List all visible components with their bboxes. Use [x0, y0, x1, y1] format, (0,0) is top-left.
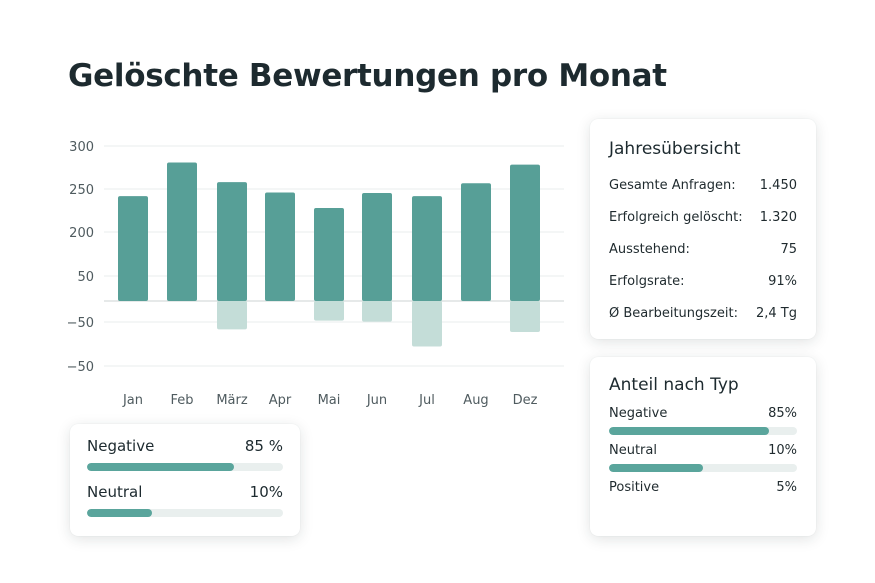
chart-bars [118, 162, 540, 347]
mini-value: 85 % [244, 437, 283, 455]
y-axis-labels: 300 250 200 50 −50 −50 [67, 140, 94, 375]
x-tick-label: Jan [122, 393, 143, 408]
mini-label: Negative [87, 437, 155, 455]
bar-positive [314, 208, 344, 301]
summary-card: Jahresübersicht Gesamte Anfragen: 1.450 … [590, 119, 816, 339]
bar-negative [362, 301, 392, 322]
y-tick-label: −50 [67, 360, 94, 375]
mini-label: Neutral [87, 483, 143, 501]
summary-title: Jahresübersicht [609, 139, 741, 159]
bar-negative [217, 301, 247, 330]
summary-label: Erfolgsrate: [609, 273, 685, 289]
summary-value: 75 [780, 241, 797, 257]
x-tick-label: Mai [318, 393, 341, 408]
share-item-negative: Negative 85% [609, 406, 797, 435]
bar-positive [167, 162, 197, 301]
summary-label: Erfolgreich gelöscht: [609, 209, 743, 225]
x-tick-label: Jul [418, 393, 435, 408]
progress-track [87, 509, 283, 517]
share-value: 10% [768, 443, 797, 458]
mini-item-neutral: Neutral 10% [87, 483, 283, 517]
summary-value: 1.450 [759, 177, 797, 193]
progress-fill [609, 464, 703, 472]
x-tick-label: Aug [463, 393, 488, 408]
share-label: Negative [609, 406, 668, 421]
summary-value: 1.320 [759, 209, 797, 225]
x-tick-label: Apr [269, 393, 292, 408]
bar-negative [314, 301, 344, 321]
bar-positive [362, 193, 392, 301]
summary-row-pending: Ausstehend: 75 [609, 233, 797, 265]
progress-track [609, 427, 797, 435]
bar-negative [412, 301, 442, 347]
bar-positive [412, 196, 442, 301]
bar-positive [217, 182, 247, 301]
bar-negative [510, 301, 540, 332]
share-value: 85% [768, 406, 797, 421]
y-tick-label: −50 [67, 316, 94, 331]
bar-positive [265, 192, 295, 301]
summary-row-duration: Ø Bearbeitungszeit: 2,4 Tg [609, 297, 797, 329]
y-tick-label: 50 [77, 270, 94, 285]
mini-value: 10% [249, 483, 283, 501]
bar-positive [510, 164, 540, 301]
progress-fill [609, 427, 769, 435]
progress-track [609, 464, 797, 472]
summary-row-total: Gesamte Anfragen: 1.450 [609, 169, 797, 201]
summary-row-rate: Erfolgsrate: 91% [609, 265, 797, 297]
progress-track [87, 463, 283, 471]
x-axis-labels: Jan Feb März Apr Mai Jun Jul Aug Dez [122, 393, 538, 408]
share-label: Neutral [609, 443, 657, 458]
x-tick-label: März [216, 393, 248, 408]
share-item-neutral: Neutral 10% [609, 443, 797, 472]
share-title: Anteil nach Typ [609, 375, 739, 395]
mini-share-card: Negative 85 % Neutral 10% [70, 424, 300, 536]
x-tick-label: Feb [170, 393, 193, 408]
progress-fill [87, 509, 152, 517]
share-item-positive: Positive 5% [609, 480, 797, 495]
summary-label: Ø Bearbeitungszeit: [609, 305, 738, 321]
summary-row-deleted: Erfolgreich gelöscht: 1.320 [609, 201, 797, 233]
share-card: Anteil nach Typ Negative 85% Neutral 10%… [590, 357, 816, 536]
y-tick-label: 200 [69, 226, 94, 241]
page-title: Gelöschte Bewertungen pro Monat [68, 58, 667, 94]
bar-positive [118, 196, 148, 301]
x-tick-label: Dez [513, 393, 538, 408]
bar-positive [461, 183, 491, 301]
progress-fill [87, 463, 234, 471]
y-tick-label: 250 [69, 183, 94, 198]
summary-label: Ausstehend: [609, 241, 690, 257]
mini-item-negative: Negative 85 % [87, 437, 283, 471]
x-tick-label: Jun [366, 393, 387, 408]
summary-value: 91% [768, 273, 797, 289]
summary-value: 2,4 Tg [756, 305, 797, 321]
share-label: Positive [609, 480, 660, 495]
y-tick-label: 300 [69, 140, 94, 155]
summary-label: Gesamte Anfragen: [609, 177, 736, 193]
share-value: 5% [776, 480, 797, 495]
